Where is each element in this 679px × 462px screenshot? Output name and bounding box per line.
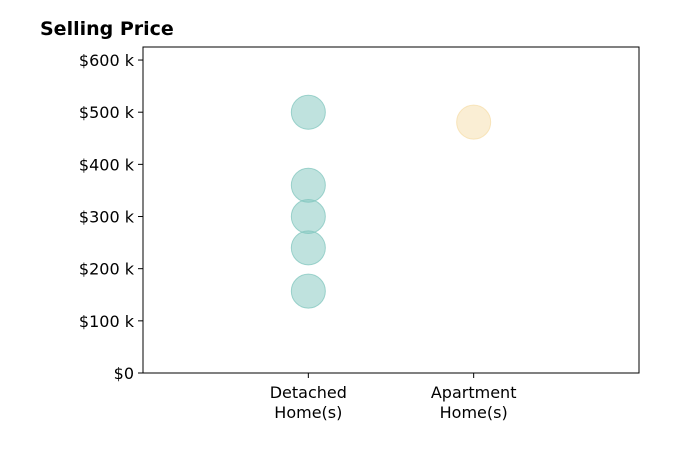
- data-point: [290, 199, 326, 235]
- points-layer: [290, 94, 492, 309]
- ticks-layer: $0 $100 k $200 k $300 k $400 k $500 k $600 k De…: [79, 51, 517, 422]
- x-tick-label: Apartment Home(s): [431, 383, 517, 422]
- data-point: [456, 104, 492, 140]
- y-tick-label: $100 k: [79, 312, 135, 331]
- y-tick-label: $200 k: [79, 260, 135, 279]
- y-tick-label: $0: [114, 364, 134, 383]
- y-tick-label: $400 k: [79, 155, 135, 174]
- data-point: [290, 167, 326, 203]
- plot-frame: [142, 46, 640, 374]
- chart-title: Selling Price: [40, 18, 174, 40]
- x-tick-label: Detached Home(s): [270, 383, 347, 422]
- y-tick-label: $600 k: [79, 51, 135, 70]
- data-point: [290, 230, 326, 266]
- data-point: [290, 94, 326, 130]
- y-tick-label: $500 k: [79, 103, 135, 122]
- y-tick-label: $300 k: [79, 208, 135, 227]
- data-point: [290, 273, 326, 309]
